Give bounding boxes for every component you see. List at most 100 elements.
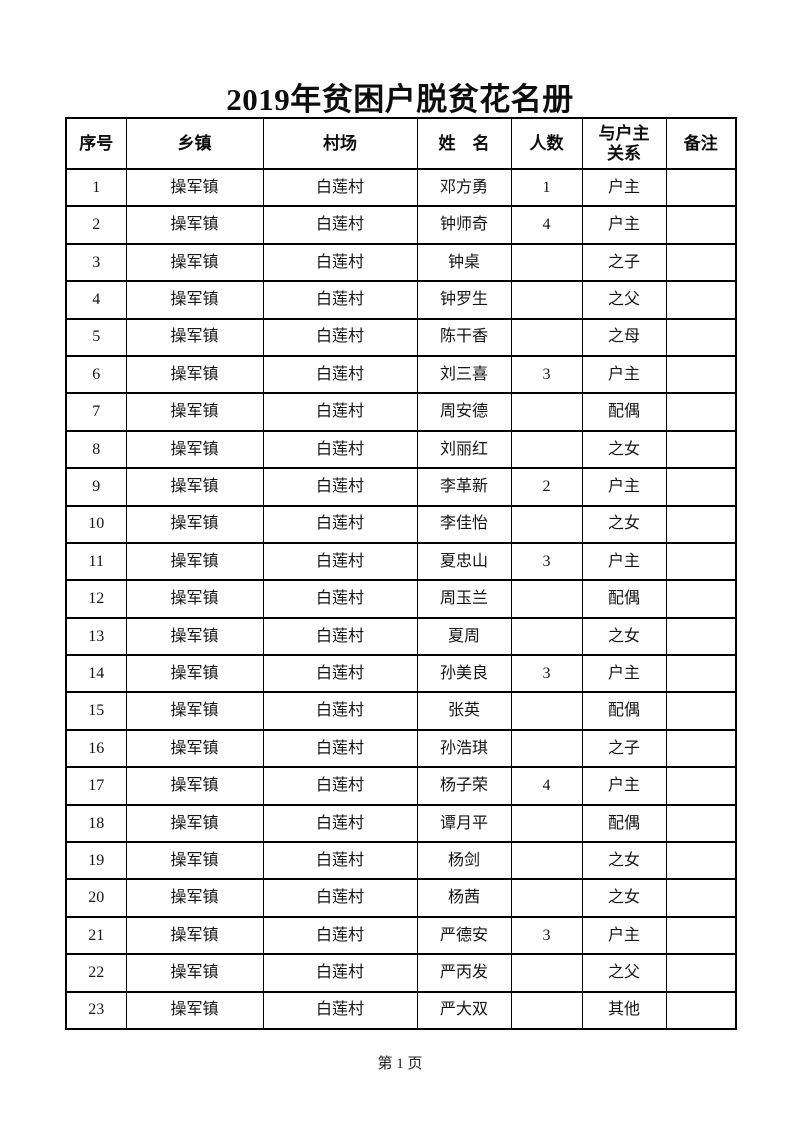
cell-village: 白莲村	[262, 766, 418, 806]
cell-town: 操军镇	[125, 616, 264, 657]
header-cell-count: 人数	[510, 117, 583, 170]
header-cell-serial: 序号	[65, 117, 127, 170]
cell-town: 操军镇	[125, 167, 264, 208]
cell-village: 白莲村	[262, 579, 418, 619]
cell-town: 操军镇	[125, 242, 264, 283]
cell-village: 白莲村	[262, 317, 418, 357]
cell-town: 操军镇	[125, 354, 264, 395]
cell-serial: 1	[65, 167, 127, 208]
cell-village: 白莲村	[262, 205, 418, 245]
cell-town: 操军镇	[125, 579, 264, 619]
table-row: 15 操军镇 白莲村 张英 配偶	[65, 691, 737, 731]
cell-name: 陈干香	[416, 317, 512, 357]
table-row: 6 操军镇 白莲村 刘三喜 3 户主	[65, 354, 737, 395]
cell-count: 3	[510, 541, 583, 582]
cell-village: 白莲村	[262, 654, 418, 694]
cell-town: 操军镇	[125, 280, 264, 320]
cell-remark	[665, 654, 737, 694]
cell-serial: 4	[65, 280, 127, 320]
cell-town: 操军镇	[125, 205, 264, 245]
cell-serial: 11	[65, 541, 127, 582]
cell-name: 周安德	[416, 392, 512, 432]
cell-count	[510, 317, 583, 357]
cell-serial: 7	[65, 392, 127, 432]
cell-count: 4	[510, 205, 583, 245]
cell-remark	[665, 878, 737, 918]
table-row: 5 操军镇 白莲村 陈干香 之母	[65, 317, 737, 357]
cell-village: 白莲村	[262, 392, 418, 432]
cell-count	[510, 504, 583, 544]
cell-name: 刘三喜	[416, 354, 512, 395]
table-row: 18 操军镇 白莲村 谭月平 配偶	[65, 803, 737, 844]
cell-name: 杨子荣	[416, 766, 512, 806]
cell-town: 操军镇	[125, 392, 264, 432]
table-row: 14 操军镇 白莲村 孙美良 3 户主	[65, 654, 737, 694]
table-row: 21 操军镇 白莲村 严德安 3 户主	[65, 915, 737, 956]
cell-village: 白莲村	[262, 990, 418, 1030]
cell-count: 1	[510, 167, 583, 208]
cell-name: 夏忠山	[416, 541, 512, 582]
table-row: 22 操军镇 白莲村 严丙发 之父	[65, 953, 737, 993]
table-row: 10 操军镇 白莲村 李佳怡 之女	[65, 504, 737, 544]
cell-relation: 户主	[581, 915, 667, 956]
cell-remark	[665, 167, 737, 208]
cell-remark	[665, 616, 737, 657]
cell-remark	[665, 803, 737, 844]
cell-town: 操军镇	[125, 766, 264, 806]
cell-village: 白莲村	[262, 167, 418, 208]
cell-remark	[665, 504, 737, 544]
cell-remark	[665, 728, 737, 769]
cell-relation: 之子	[581, 242, 667, 283]
cell-serial: 22	[65, 953, 127, 993]
cell-relation: 户主	[581, 766, 667, 806]
cell-serial: 2	[65, 205, 127, 245]
table-row: 7 操军镇 白莲村 周安德 配偶	[65, 392, 737, 432]
cell-town: 操军镇	[125, 317, 264, 357]
cell-relation: 户主	[581, 541, 667, 582]
cell-name: 严德安	[416, 915, 512, 956]
cell-town: 操军镇	[125, 728, 264, 769]
cell-serial: 18	[65, 803, 127, 844]
cell-relation: 之母	[581, 317, 667, 357]
cell-remark	[665, 579, 737, 619]
header-cell-name: 姓 名	[416, 117, 512, 170]
table-row: 8 操军镇 白莲村 刘丽红 之女	[65, 429, 737, 470]
cell-name: 张英	[416, 691, 512, 731]
cell-town: 操军镇	[125, 467, 264, 507]
cell-serial: 8	[65, 429, 127, 470]
cell-village: 白莲村	[262, 467, 418, 507]
cell-village: 白莲村	[262, 915, 418, 956]
cell-count	[510, 728, 583, 769]
table-row: 20 操军镇 白莲村 杨茜 之女	[65, 878, 737, 918]
cell-serial: 23	[65, 990, 127, 1030]
cell-remark	[665, 841, 737, 881]
cell-remark	[665, 242, 737, 283]
cell-remark	[665, 280, 737, 320]
cell-town: 操军镇	[125, 654, 264, 694]
header-cell-town: 乡镇	[125, 117, 264, 170]
cell-count	[510, 803, 583, 844]
table-row: 2 操军镇 白莲村 钟师奇 4 户主	[65, 205, 737, 245]
cell-remark	[665, 467, 737, 507]
cell-village: 白莲村	[262, 841, 418, 881]
cell-relation: 配偶	[581, 392, 667, 432]
table-row: 9 操军镇 白莲村 李革新 2 户主	[65, 467, 737, 507]
cell-name: 谭月平	[416, 803, 512, 844]
cell-village: 白莲村	[262, 803, 418, 844]
cell-serial: 17	[65, 766, 127, 806]
cell-count: 3	[510, 354, 583, 395]
cell-count: 3	[510, 915, 583, 956]
cell-name: 孙美良	[416, 654, 512, 694]
cell-relation: 之女	[581, 429, 667, 470]
cell-serial: 10	[65, 504, 127, 544]
cell-remark	[665, 990, 737, 1030]
cell-name: 杨剑	[416, 841, 512, 881]
cell-serial: 15	[65, 691, 127, 731]
cell-count	[510, 878, 583, 918]
cell-name: 孙浩琪	[416, 728, 512, 769]
cell-serial: 20	[65, 878, 127, 918]
cell-relation: 之女	[581, 878, 667, 918]
cell-serial: 13	[65, 616, 127, 657]
cell-relation: 配偶	[581, 579, 667, 619]
